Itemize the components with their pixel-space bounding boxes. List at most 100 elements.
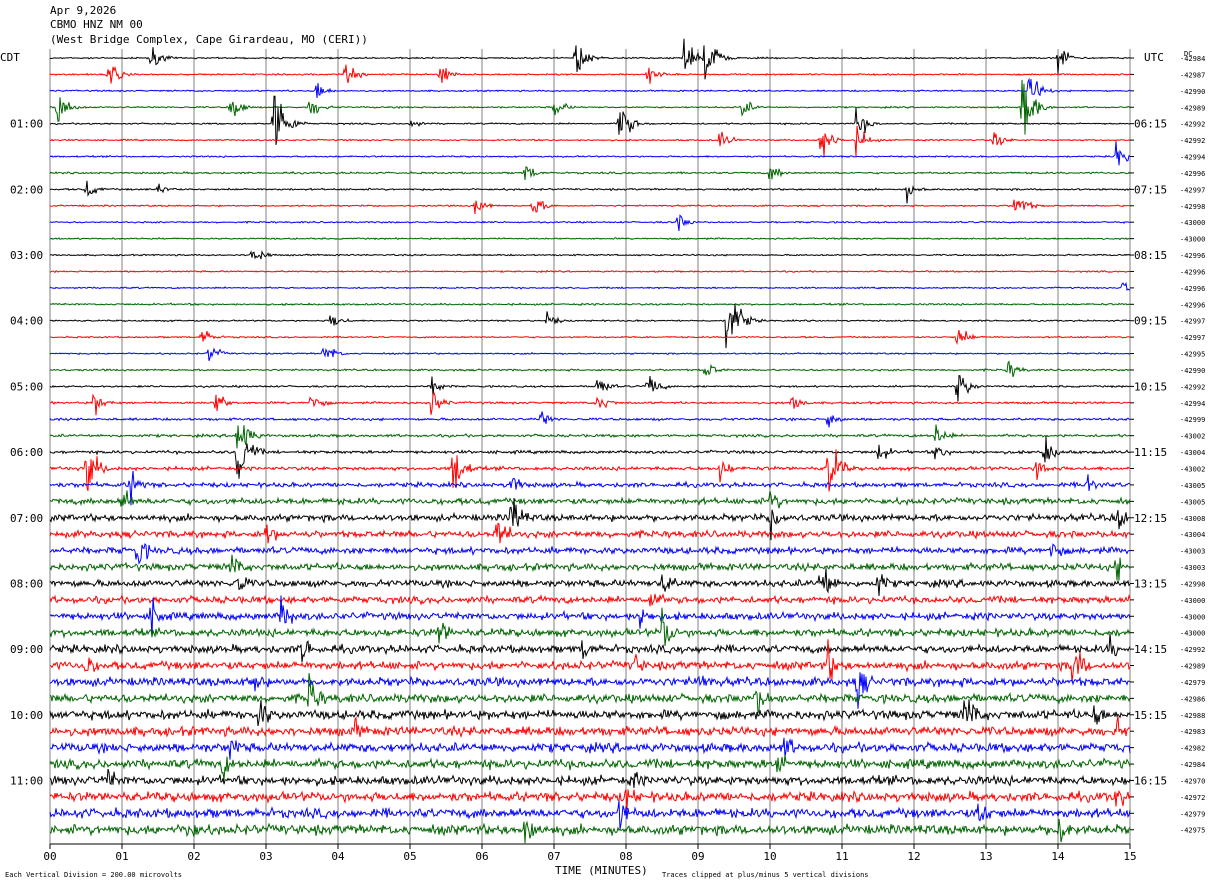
- dc-offset-label: -42987: [1180, 71, 1205, 79]
- dc-offset-label: -43005: [1180, 498, 1205, 506]
- header-location: (West Bridge Complex, Cape Girardeau, MO…: [50, 33, 368, 46]
- cdt-label: CDT: [0, 51, 20, 64]
- trace-line: [49, 768, 1131, 789]
- trace-line: [49, 347, 1131, 361]
- utc-time-label: 13:15: [1134, 577, 1167, 590]
- dc-label: DC: [1184, 50, 1192, 58]
- x-tick-label: 01: [115, 850, 128, 863]
- dc-offset-label: -43000: [1180, 597, 1205, 605]
- x-tick-label: 10: [763, 850, 776, 863]
- dc-offset-label: -43005: [1180, 482, 1205, 490]
- dc-offset-label: -43003: [1180, 548, 1205, 556]
- x-tick-label: 02: [187, 850, 200, 863]
- cdt-time-label: 09:00: [10, 643, 43, 656]
- header-date: Apr 9,2026: [50, 4, 117, 17]
- dc-offset-label: -42972: [1180, 794, 1205, 802]
- x-tick-label: 07: [547, 850, 560, 863]
- utc-time-label: 14:15: [1134, 643, 1167, 656]
- trace-line: [49, 449, 1131, 492]
- trace-line: [49, 374, 1131, 402]
- trace-line: [49, 141, 1131, 166]
- dc-offset-label: -42986: [1180, 695, 1205, 703]
- trace-line: [49, 522, 1131, 544]
- dc-offset-label: -42992: [1180, 137, 1205, 145]
- cdt-time-label: 08:00: [10, 577, 43, 590]
- dc-offset-label: -42992: [1180, 383, 1205, 391]
- trace-line: [49, 716, 1131, 739]
- trace-line: [49, 237, 1131, 241]
- utc-time-label: 06:15: [1134, 118, 1167, 131]
- axis-labels: CDT UTC DC TIME (MINUTES) Each Vertical …: [0, 50, 1205, 879]
- trace-line: [49, 302, 1131, 307]
- clip-note: Traces clipped at plus/minus 5 vertical …: [662, 871, 869, 879]
- x-tick-label: 08: [619, 850, 632, 863]
- utc-time-label: 12:15: [1134, 512, 1167, 525]
- cdt-time-label: 04:00: [10, 315, 43, 328]
- dc-offset-label: -42997: [1180, 186, 1205, 194]
- dc-offset-label: -43002: [1180, 433, 1205, 441]
- x-tick-label: 12: [907, 850, 920, 863]
- x-tick-label: 04: [331, 850, 345, 863]
- trace-line: [49, 79, 1131, 135]
- x-axis-title: TIME (MINUTES): [555, 864, 648, 877]
- dc-offset-label: -42988: [1180, 712, 1205, 720]
- cdt-time-label: 10:00: [10, 709, 43, 722]
- dc-offset-label: -43000: [1180, 236, 1205, 244]
- dc-offset-label: -42983: [1180, 728, 1205, 736]
- dc-offset-label: -42979: [1180, 679, 1205, 687]
- dc-offset-label: -42996: [1180, 301, 1205, 309]
- dc-offset-label: -43004: [1180, 449, 1205, 457]
- x-tick-label: 06: [475, 850, 488, 863]
- trace-line: [49, 800, 1131, 830]
- trace-line: [49, 436, 1131, 479]
- trace-line: [49, 673, 1131, 714]
- dc-offset-label: -42990: [1180, 367, 1205, 375]
- trace-line: [49, 77, 1131, 99]
- dc-offset-label: -42992: [1180, 646, 1205, 654]
- trace-line: [49, 199, 1131, 214]
- trace-line: [49, 330, 1131, 346]
- dc-offset-label: -42999: [1180, 416, 1205, 424]
- dc-offset-label: -43000: [1180, 630, 1205, 638]
- trace-line: [49, 95, 1131, 145]
- dc-offset-label: -42996: [1180, 252, 1205, 260]
- scale-note: Each Vertical Division = 200.00 microvol…: [5, 871, 182, 879]
- dc-offset-label: -43000: [1180, 219, 1205, 227]
- trace-line: [49, 38, 1131, 80]
- x-tick-label: 05: [403, 850, 416, 863]
- dc-offset-label: -42995: [1180, 351, 1205, 359]
- trace-line: [49, 214, 1131, 232]
- utc-time-label: 15:15: [1134, 709, 1167, 722]
- cdt-time-label: 06:00: [10, 446, 43, 459]
- x-tick-label: 03: [259, 850, 272, 863]
- trace-line: [49, 166, 1131, 180]
- x-tick-label: 00: [43, 850, 56, 863]
- cdt-time-label: 01:00: [10, 118, 43, 131]
- trace-line: [49, 269, 1131, 274]
- dc-offset-label: -42998: [1180, 203, 1205, 211]
- header-station: CBMO HNZ NM 00: [50, 18, 143, 31]
- trace-line: [49, 789, 1131, 810]
- trace-line: [49, 672, 1131, 709]
- dc-offset-label: -42990: [1180, 88, 1205, 96]
- trace-line: [49, 755, 1131, 781]
- trace-line: [49, 633, 1131, 663]
- trace-line: [49, 303, 1131, 349]
- trace-line: [49, 424, 1131, 449]
- utc-time-label: 10:15: [1134, 380, 1167, 393]
- dc-offset-label: -42994: [1180, 154, 1205, 162]
- x-tick-label: 15: [1123, 850, 1136, 863]
- utc-time-label: 09:15: [1134, 315, 1167, 328]
- dc-offset-label: -42997: [1180, 318, 1205, 326]
- utc-time-label: 07:15: [1134, 183, 1167, 196]
- dc-offset-label: -43003: [1180, 564, 1205, 572]
- utc-time-label: 08:15: [1134, 249, 1167, 262]
- x-tick-label: 11: [835, 850, 848, 863]
- trace-line: [49, 180, 1131, 204]
- dc-offset-label: -42992: [1180, 121, 1205, 129]
- x-tick-label: 13: [979, 850, 992, 863]
- x-tick-label: 09: [691, 850, 704, 863]
- utc-label: UTC: [1144, 51, 1164, 64]
- trace-line: [49, 497, 1131, 541]
